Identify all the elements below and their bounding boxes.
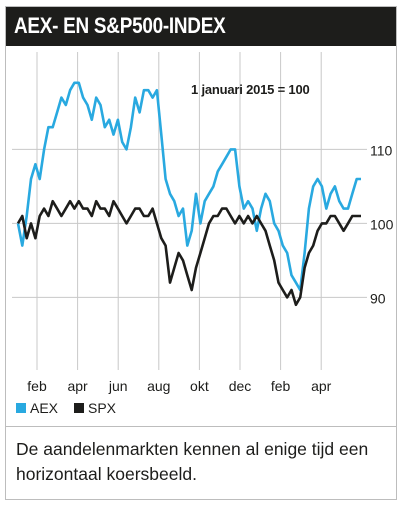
chart-caption: De aandelenmarkten kennen al enige tijd …	[6, 426, 396, 498]
legend-swatch-spx	[74, 403, 84, 413]
x-tick-label: dec	[229, 378, 252, 394]
chart-card: AEX- EN S&P500-INDEX 90 100 110 1 januari 2…	[5, 6, 397, 500]
line-chart: 90 100 110 1 januari 2015 = 100 feb apr jun aug…	[12, 52, 394, 416]
chart-area: 90 100 110 1 januari 2015 = 100 feb apr jun aug…	[6, 46, 396, 422]
x-tick-label: apr	[311, 378, 332, 394]
chart-title: AEX- EN S&P500-INDEX	[14, 13, 226, 38]
x-tick-label: jun	[108, 378, 128, 394]
x-tick-label: feb	[271, 378, 291, 394]
chart-annotation: 1 januari 2015 = 100	[191, 82, 310, 97]
x-tick-label: feb	[27, 378, 47, 394]
series-line-spx	[16, 199, 361, 307]
x-tick-label: aug	[147, 378, 170, 394]
y-tick-label: 90	[370, 290, 386, 306]
legend-label-spx: SPX	[88, 400, 117, 416]
legend-label-aex: AEX	[30, 400, 59, 416]
legend-swatch-aex	[16, 403, 26, 413]
y-tick-label: 100	[370, 216, 394, 232]
title-bar: AEX- EN S&P500-INDEX	[6, 7, 396, 46]
y-tick-label: 110	[370, 142, 393, 158]
x-tick-label: okt	[190, 378, 209, 394]
x-tick-label: apr	[67, 378, 88, 394]
series-line-aex	[16, 81, 361, 292]
